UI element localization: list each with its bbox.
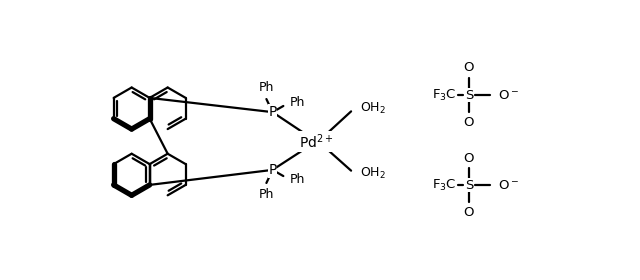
Text: S: S	[465, 89, 473, 102]
Text: O: O	[463, 151, 474, 165]
Text: P: P	[268, 163, 276, 177]
Text: O: O	[463, 206, 474, 219]
Text: Ph: Ph	[259, 188, 274, 200]
Text: OH$_2$: OH$_2$	[360, 101, 387, 116]
Text: O: O	[463, 61, 474, 74]
Text: O$^-$: O$^-$	[498, 179, 519, 192]
Text: F$_3$C: F$_3$C	[432, 178, 456, 193]
Text: O: O	[463, 116, 474, 129]
Text: Ph: Ph	[259, 81, 274, 94]
Text: Ph: Ph	[289, 173, 305, 186]
Text: S: S	[465, 179, 473, 192]
Text: F$_3$C: F$_3$C	[432, 88, 456, 103]
Text: O$^-$: O$^-$	[498, 89, 519, 102]
Text: Ph: Ph	[289, 96, 305, 109]
Text: P: P	[268, 105, 276, 119]
Text: OH$_2$: OH$_2$	[360, 166, 387, 181]
Text: Pd$^{2+}$: Pd$^{2+}$	[300, 132, 333, 151]
